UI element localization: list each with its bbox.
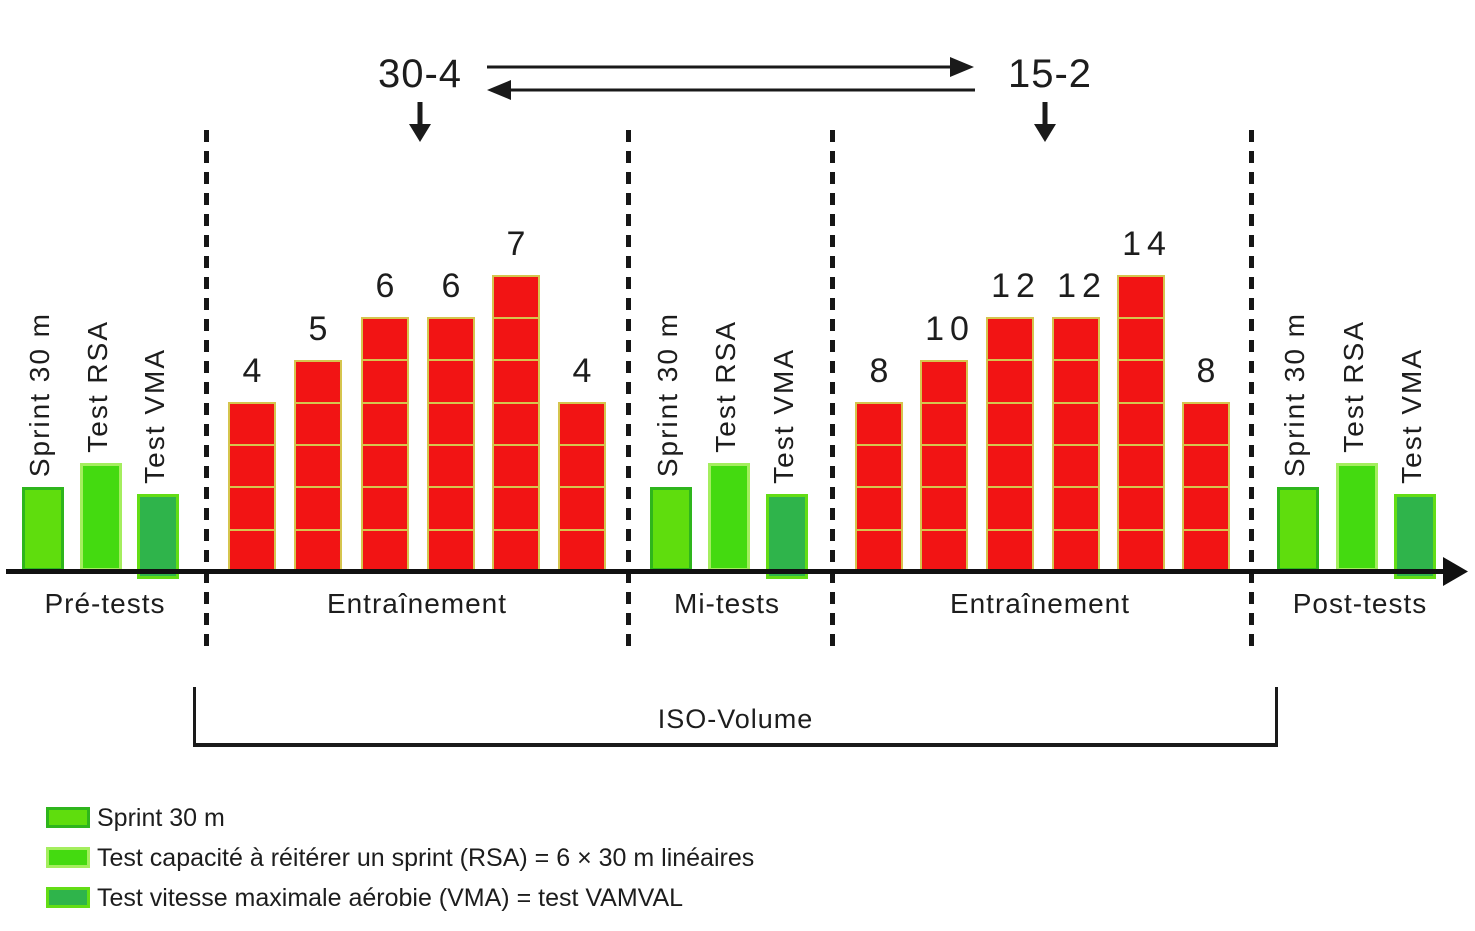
training-bar-segment — [427, 359, 475, 404]
training-bar-segment — [361, 486, 409, 531]
test-bar-rsa — [708, 463, 750, 571]
training-bar-segment — [1052, 401, 1100, 447]
training-bar-segment — [1117, 401, 1165, 447]
training-bar-segment — [1117, 444, 1165, 489]
section-label-pre-tests: Pré-tests — [44, 588, 166, 619]
training-bar-segment — [1052, 528, 1100, 573]
dashed-separator — [830, 130, 835, 653]
training-bar-segment — [361, 359, 409, 404]
arrow-right-icon — [487, 57, 974, 77]
test-bar-sprint — [1277, 487, 1319, 571]
test-bar-sprint — [22, 487, 64, 571]
test-bar-sprint — [650, 487, 692, 571]
training-bar-segment — [920, 528, 968, 573]
training-bar-segment — [855, 444, 903, 489]
training-bar-segment — [1182, 528, 1230, 573]
dashed-separator — [626, 130, 631, 653]
training-bar-segment — [986, 359, 1034, 404]
training-bar-segment — [1182, 486, 1230, 531]
training-bar — [294, 359, 342, 573]
training-bar-value: 14 — [1122, 224, 1172, 263]
training-bar — [1182, 401, 1230, 573]
training-bar-value: 8 — [869, 351, 889, 390]
legend-label: Sprint 30 m — [97, 804, 225, 832]
training-bar-segment — [361, 528, 409, 573]
legend-swatch-vma — [46, 887, 90, 908]
training-bar — [920, 359, 968, 573]
training-bar-segment — [361, 401, 409, 447]
legend-label: Test capacité à réitérer un sprint (RSA)… — [97, 844, 755, 872]
training-bar-segment — [228, 486, 276, 531]
training-bar-value: 8 — [1196, 351, 1216, 390]
training-bar-value: 10 — [925, 309, 975, 348]
training-bar — [986, 317, 1034, 573]
training-bar-segment — [492, 444, 540, 489]
legend-swatch-rsa — [46, 847, 90, 868]
section-label-mi-tests: Mi-tests — [674, 588, 780, 619]
iso-volume-label: ISO-Volume — [657, 704, 814, 734]
training-bar — [1052, 317, 1100, 573]
training-bar-value: 4 — [572, 351, 592, 390]
training-bar — [558, 401, 606, 573]
training-bar-segment — [427, 486, 475, 531]
training-bar-value: 4 — [242, 351, 262, 390]
iso-volume-bracket: ISO-Volume — [193, 687, 1278, 747]
training-bar-segment — [1052, 444, 1100, 489]
section-label-training-1: Entraînement — [326, 588, 508, 619]
training-bar-segment — [1182, 444, 1230, 489]
training-bar-value: 7 — [506, 224, 526, 263]
training-bar-segment — [492, 401, 540, 447]
training-bar — [492, 274, 540, 573]
legend-item: Test vitesse maximale aérobie (VMA) = te… — [46, 883, 946, 913]
arrow-left-icon — [487, 80, 975, 100]
training-bar-segment — [1117, 274, 1165, 320]
training-bar-value: 6 — [375, 267, 395, 306]
section-label-post-tests: Post-tests — [1292, 588, 1428, 619]
training-bar-segment — [492, 486, 540, 531]
legend-item: Test capacité à réitérer un sprint (RSA)… — [46, 843, 946, 873]
training-bar-value: 6 — [441, 267, 461, 306]
training-bar — [855, 401, 903, 573]
training-bar — [228, 401, 276, 573]
training-bar-segment — [986, 444, 1034, 489]
training-bar — [427, 317, 475, 573]
training-bar-segment — [1052, 359, 1100, 404]
timeline-axis — [6, 557, 1468, 586]
training-bar-segment — [228, 444, 276, 489]
training-bar-segment — [492, 317, 540, 362]
training-bar-value: 12 — [991, 267, 1041, 306]
legend-item: Sprint 30 m — [46, 803, 946, 833]
training-bar-value: 12 — [1057, 267, 1107, 306]
test-bar-vma — [1394, 494, 1436, 579]
training-bar-segment — [427, 444, 475, 489]
down-arrow-icon — [409, 102, 431, 142]
training-bar-value: 5 — [308, 309, 328, 348]
training-bar-segment — [920, 486, 968, 531]
section-label-training-2: Entraînement — [949, 588, 1131, 619]
dashed-separator — [204, 130, 209, 653]
test-bar-vma — [137, 494, 179, 579]
legend-label: Test vitesse maximale aérobie (VMA) = te… — [97, 884, 684, 912]
training-bar-segment — [294, 401, 342, 447]
protocol-left-label: 30-4 — [377, 52, 463, 96]
protocol-right-label: 15-2 — [1007, 52, 1093, 96]
training-bar-segment — [1117, 486, 1165, 531]
dashed-separator — [1249, 130, 1254, 653]
training-bar-segment — [361, 444, 409, 489]
legend-swatch-sprint — [46, 807, 90, 828]
test-bar-vma — [766, 494, 808, 579]
test-bar-rsa — [1336, 463, 1378, 571]
down-arrow-icon — [1034, 102, 1056, 142]
training-bar — [361, 317, 409, 573]
legend: Sprint 30 m Test capacité à réitérer un … — [46, 803, 946, 923]
